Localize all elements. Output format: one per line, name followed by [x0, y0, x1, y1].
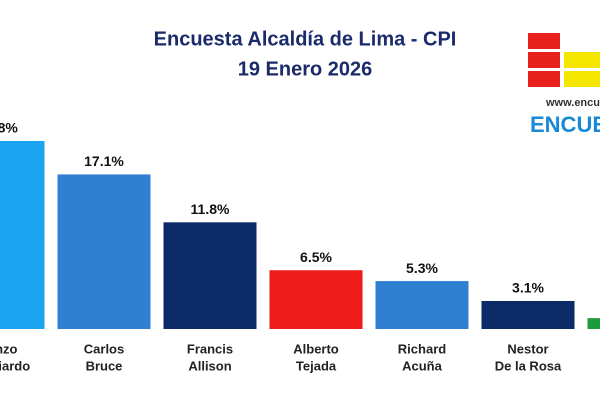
logo-block: [564, 52, 600, 68]
x-tick-label: Acuña: [402, 358, 443, 373]
chart-title: Encuesta Alcaldía de Lima - CPI: [154, 28, 457, 50]
logo-block: [564, 71, 600, 87]
x-tick-label: Carlos: [84, 341, 124, 356]
x-tick-label: De la Rosa: [495, 358, 562, 373]
value-label: 20.8%: [0, 120, 18, 136]
x-tick-label: Reggiardo: [0, 358, 30, 373]
bar: [57, 174, 151, 329]
chart-subtitle: 19 Enero 2026: [238, 58, 373, 80]
logo-block: [528, 33, 560, 49]
bar: [269, 270, 363, 329]
x-tick-label: Alberto: [293, 341, 339, 356]
logo-block: [528, 52, 560, 68]
logo-url: www.encue: [545, 97, 600, 109]
x-tick-label: Renzo: [0, 341, 18, 356]
bar: [0, 140, 45, 329]
bar: [481, 300, 575, 329]
value-label: 17.1%: [84, 153, 124, 169]
x-tick-label: Richard: [398, 341, 446, 356]
value-label: 3.1%: [512, 280, 544, 296]
value-label: 11.8%: [191, 201, 230, 217]
logo-block: [528, 71, 560, 87]
x-tick-label: Bruce: [86, 358, 123, 373]
logo: www.encue ENCUE: [528, 33, 600, 137]
x-tick-label: Nestor: [507, 341, 548, 356]
bar: [375, 281, 469, 329]
x-tick-label: Allison: [188, 358, 231, 373]
x-tick-label: Francis: [187, 341, 233, 356]
logo-name: ENCUE: [530, 112, 600, 137]
x-tick-label: Tejada: [296, 358, 337, 373]
value-label: 6.5%: [300, 249, 332, 265]
value-label: 5.3%: [406, 260, 438, 276]
bar: [587, 318, 600, 329]
bar: [163, 222, 257, 329]
